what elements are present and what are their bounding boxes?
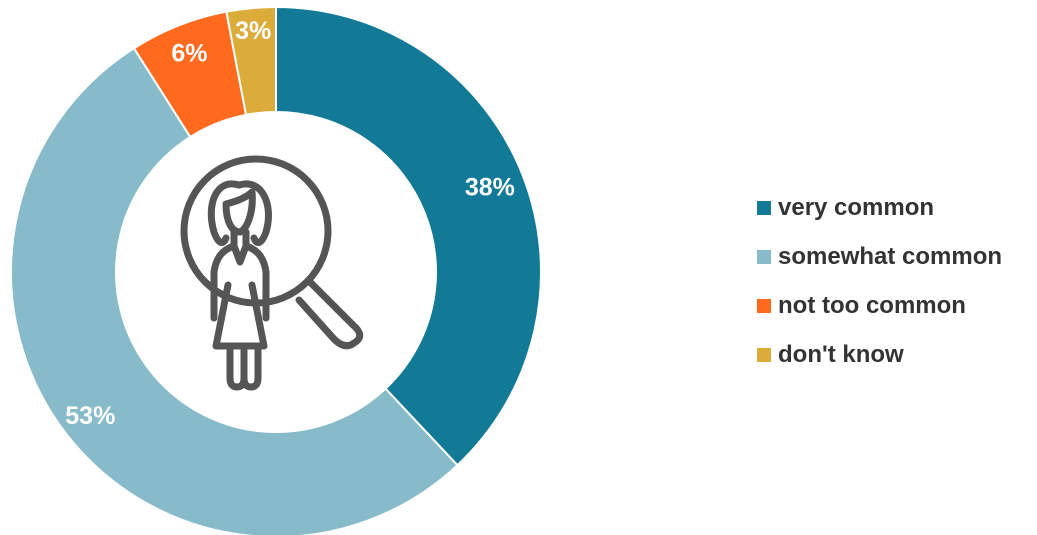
legend-label: somewhat common xyxy=(778,242,1003,270)
chart-slices xyxy=(10,5,542,535)
legend-item-somewhat-common[interactable]: somewhat common xyxy=(757,232,1037,281)
legend-swatch xyxy=(757,298,771,313)
legend-swatch xyxy=(757,347,771,362)
data-label-not-too-common: 6% xyxy=(171,40,207,68)
legend-item-dont-know[interactable]: don't know xyxy=(757,330,1037,379)
slice-don-t-know[interactable] xyxy=(225,5,277,117)
chart-data-labels: 38% 53% 6% 3% xyxy=(65,17,515,430)
legend-swatch xyxy=(757,249,771,264)
data-label-very-common: 38% xyxy=(465,173,515,201)
legend-label: very common xyxy=(778,193,935,221)
data-label-don-t-know: 3% xyxy=(235,17,271,45)
legend-label: not too common xyxy=(778,291,966,319)
slice-somewhat-common[interactable] xyxy=(10,46,459,535)
legend-item-very-common[interactable]: very common xyxy=(757,183,1037,232)
woman-magnifying-glass-icon xyxy=(180,155,364,391)
legend-swatch xyxy=(757,200,771,215)
legend-item-not-too-common[interactable]: not too common xyxy=(757,281,1037,330)
slice-very-common[interactable] xyxy=(275,5,542,467)
chart-legend: very common somewhat common not too comm… xyxy=(757,183,1037,379)
data-label-somewhat-common: 53% xyxy=(65,402,115,430)
legend-label: don't know xyxy=(778,340,904,368)
